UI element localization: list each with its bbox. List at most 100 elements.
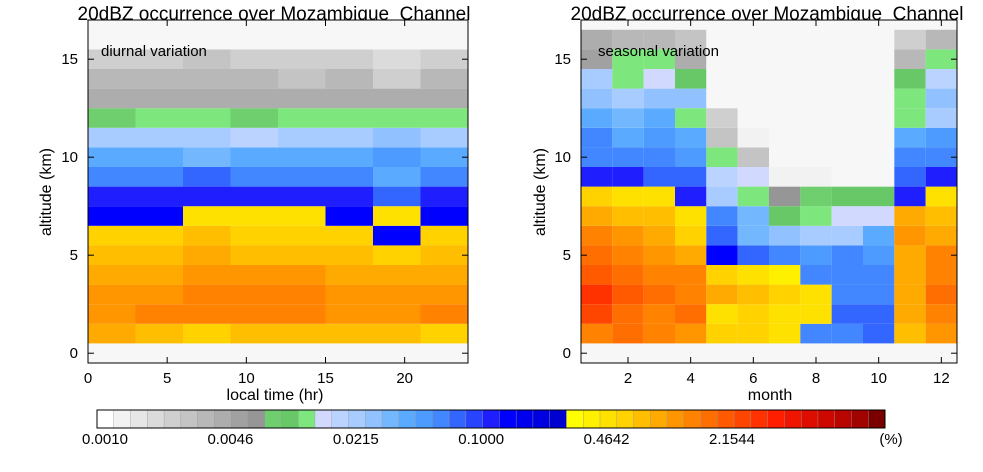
colorbar-swatch bbox=[331, 409, 349, 429]
right-cell bbox=[675, 186, 707, 207]
right-cell bbox=[925, 69, 957, 89]
right-cell bbox=[831, 167, 863, 187]
right-cell bbox=[863, 304, 895, 324]
right-cell bbox=[643, 108, 675, 128]
left-cell bbox=[230, 49, 278, 69]
colorbar-swatch bbox=[599, 409, 618, 429]
left-cell bbox=[325, 284, 373, 305]
right-cell bbox=[612, 265, 644, 285]
right-cell bbox=[737, 88, 769, 109]
right-cell bbox=[581, 29, 613, 50]
right-cell bbox=[863, 108, 895, 128]
right-cell bbox=[706, 49, 738, 69]
right-cell bbox=[643, 225, 675, 246]
left-cell bbox=[230, 265, 278, 285]
left-cell bbox=[278, 147, 326, 167]
left-axes: 0 5 10 15 20 0 5 10 15 bbox=[61, 20, 468, 387]
right-cell bbox=[831, 323, 863, 344]
right-cell bbox=[643, 147, 675, 167]
left-cell bbox=[373, 167, 421, 187]
right-cell bbox=[831, 69, 863, 89]
left-cell bbox=[135, 69, 183, 89]
right-cell bbox=[894, 186, 926, 207]
left-cell bbox=[230, 225, 278, 246]
left-cell bbox=[135, 108, 183, 128]
right-cell bbox=[706, 265, 738, 285]
left-cell bbox=[88, 147, 136, 167]
colorbar-swatch bbox=[432, 409, 450, 429]
colorbar-swatch bbox=[800, 409, 819, 429]
left-cell bbox=[325, 147, 373, 167]
colorbar-swatch bbox=[230, 409, 249, 429]
left-cell bbox=[325, 323, 373, 344]
left-cell bbox=[325, 206, 373, 226]
colorbar-swatch bbox=[247, 409, 266, 429]
colorbar-swatch bbox=[465, 409, 484, 429]
right-cell bbox=[643, 88, 675, 109]
left-cell bbox=[230, 167, 278, 187]
left-cell bbox=[373, 147, 421, 167]
right-cell bbox=[581, 88, 613, 109]
colorbar-swatch bbox=[264, 409, 282, 429]
right-cell bbox=[643, 49, 675, 69]
left-cell bbox=[325, 49, 373, 69]
left-cell bbox=[420, 245, 468, 265]
colorbar-swatch bbox=[180, 409, 199, 429]
right-cell bbox=[675, 127, 707, 148]
left-cell bbox=[420, 69, 468, 89]
colorbar-swatch bbox=[415, 409, 433, 429]
left-cell bbox=[420, 323, 468, 344]
left-heatmap bbox=[88, 20, 468, 363]
right-cell bbox=[831, 88, 863, 109]
right-cell bbox=[643, 167, 675, 187]
left-cell bbox=[183, 225, 231, 246]
left-cell bbox=[373, 186, 421, 207]
right-cell bbox=[925, 49, 957, 69]
colorbar-swatch bbox=[633, 409, 651, 429]
right-cell bbox=[800, 29, 832, 50]
right-cell bbox=[675, 108, 707, 128]
left-cell bbox=[183, 167, 231, 187]
left-cell bbox=[278, 127, 326, 148]
right-cell bbox=[581, 186, 613, 207]
right-cell bbox=[643, 284, 675, 305]
right-cell bbox=[706, 323, 738, 344]
left-cell bbox=[135, 88, 183, 109]
left-cell bbox=[135, 245, 183, 265]
right-cell bbox=[769, 245, 801, 265]
right-cell bbox=[675, 265, 707, 285]
left-cell bbox=[420, 29, 468, 50]
right-cell bbox=[925, 127, 957, 148]
colorbar-swatch bbox=[549, 409, 567, 429]
right-cell bbox=[800, 206, 832, 226]
colorbar-swatch bbox=[214, 409, 232, 429]
left-cell bbox=[278, 265, 326, 285]
colorbar-tick-label: 0.4642 bbox=[584, 431, 630, 448]
right-xlabel: month bbox=[748, 387, 792, 404]
right-cell bbox=[675, 88, 707, 109]
left-cell bbox=[278, 108, 326, 128]
left-cell bbox=[373, 69, 421, 89]
left-cell bbox=[278, 186, 326, 207]
left-cell bbox=[88, 206, 136, 226]
colorbar-swatch bbox=[616, 409, 635, 429]
left-cell bbox=[230, 29, 278, 50]
right-cell bbox=[925, 147, 957, 167]
left-xtick-label: 20 bbox=[396, 370, 413, 387]
right-cell bbox=[643, 265, 675, 285]
right-cell bbox=[706, 127, 738, 148]
left-cell bbox=[278, 29, 326, 50]
left-cell bbox=[278, 323, 326, 344]
right-cell bbox=[894, 69, 926, 89]
right-cell bbox=[925, 225, 957, 246]
left-cell bbox=[278, 206, 326, 226]
right-xtick-label: 10 bbox=[870, 370, 887, 387]
left-cell bbox=[278, 245, 326, 265]
right-cell bbox=[769, 186, 801, 207]
right-cell bbox=[831, 225, 863, 246]
right-ytick-label: 0 bbox=[563, 345, 571, 362]
left-cell bbox=[135, 49, 183, 69]
right-cell bbox=[581, 147, 613, 167]
left-cell bbox=[325, 186, 373, 207]
left-cell bbox=[135, 304, 183, 324]
